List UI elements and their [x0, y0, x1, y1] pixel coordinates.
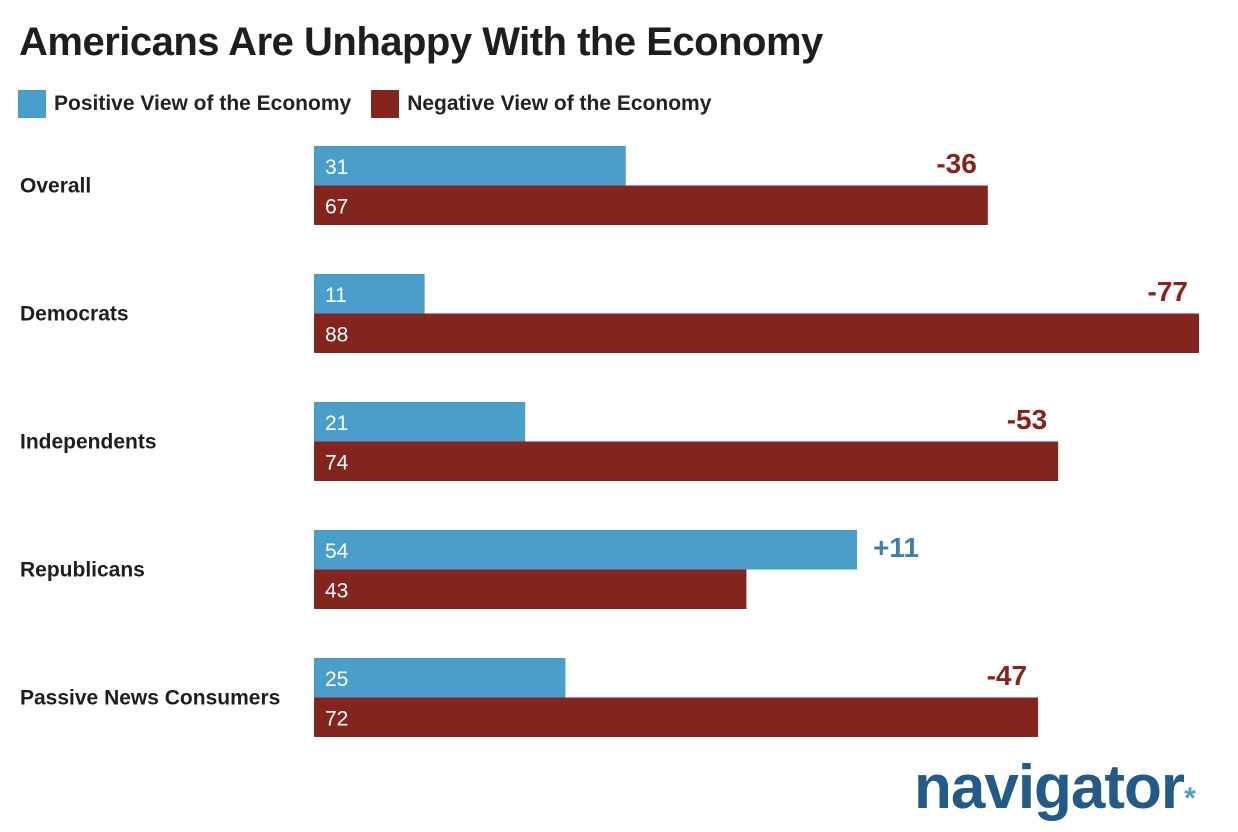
value-label-positive: 54	[325, 540, 349, 563]
legend-item-negative: Negative View of the Economy	[371, 90, 711, 118]
bar-positive	[314, 658, 566, 698]
category-label: Independents	[20, 431, 157, 454]
legend-label: Negative View of the Economy	[407, 92, 712, 115]
legend-label: Positive View of the Economy	[54, 92, 352, 115]
legend-item-positive: Positive View of the Economy	[18, 90, 351, 118]
bar-negative	[314, 185, 988, 225]
net-label: -77	[1148, 276, 1188, 307]
net-label: -47	[987, 660, 1027, 691]
category-label: Republicans	[20, 559, 145, 582]
net-label: -36	[936, 148, 976, 179]
legend-swatch-negative	[371, 90, 400, 118]
category-label: Passive News Consumers	[20, 687, 280, 710]
bar-negative	[314, 441, 1059, 481]
legend: Positive View of the Economy Negative Vi…	[18, 90, 731, 118]
value-label-negative: 67	[325, 196, 348, 219]
bar-positive	[314, 274, 425, 314]
bar-positive	[314, 402, 526, 442]
bar-positive	[314, 146, 626, 186]
bar-positive	[314, 530, 858, 570]
legend-swatch-positive	[18, 90, 46, 118]
logo-text: navigator	[914, 753, 1185, 822]
value-label-negative: 74	[325, 452, 349, 475]
value-label-positive: 21	[325, 412, 348, 435]
category-label: Democrats	[20, 303, 129, 326]
value-label-positive: 25	[325, 668, 348, 691]
value-label-positive: 11	[325, 284, 347, 307]
category-label: Overall	[20, 175, 91, 198]
bar-negative	[314, 313, 1199, 353]
net-label: -53	[1007, 404, 1047, 435]
chart-title: Americans Are Unhappy With the Economy	[19, 20, 823, 64]
bar-negative	[314, 697, 1039, 737]
navigator-logo: navigator*	[914, 752, 1196, 823]
value-label-positive: 31	[325, 156, 348, 179]
bar-negative	[314, 569, 747, 609]
logo-asterisk: *	[1184, 782, 1196, 815]
value-label-negative: 43	[325, 580, 348, 603]
value-label-negative: 72	[325, 708, 348, 731]
net-label: +11	[873, 532, 919, 563]
value-label-negative: 88	[325, 324, 348, 347]
